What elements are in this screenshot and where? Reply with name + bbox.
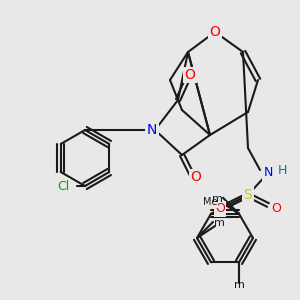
Text: O: O: [215, 202, 225, 215]
Text: S: S: [244, 188, 252, 202]
Text: O: O: [271, 202, 281, 215]
Text: m: m: [212, 194, 222, 204]
Text: Me: Me: [202, 197, 217, 207]
Text: O: O: [210, 25, 220, 39]
Text: Cl: Cl: [57, 179, 69, 193]
Text: m: m: [234, 280, 244, 290]
Text: m: m: [214, 218, 224, 228]
Text: O: O: [184, 68, 195, 82]
Text: H: H: [277, 164, 287, 178]
Text: O: O: [190, 170, 201, 184]
Text: N: N: [263, 167, 273, 179]
Text: N: N: [147, 123, 157, 137]
Text: -: -: [276, 166, 280, 176]
